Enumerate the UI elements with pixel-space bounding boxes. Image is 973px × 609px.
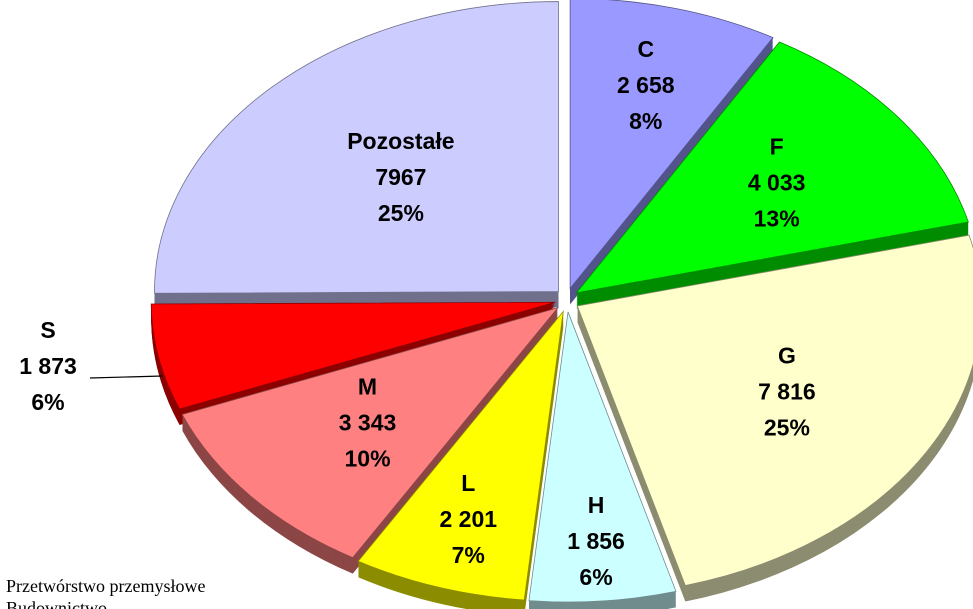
percent-label: 8% xyxy=(629,108,662,134)
slice-label: S 1 873 6% xyxy=(19,317,77,415)
value-label: 1 873 xyxy=(19,353,77,379)
slice-label: M 3 343 10% xyxy=(339,374,397,472)
category-label: S xyxy=(40,317,55,343)
category-label: M xyxy=(358,374,377,400)
slice xyxy=(569,0,774,290)
slice-label: C 2 658 8% xyxy=(617,36,675,134)
slice xyxy=(150,301,556,410)
percent-label: 7% xyxy=(452,542,485,568)
slice xyxy=(528,311,677,603)
slice-label: L 2 201 7% xyxy=(439,470,497,568)
slice-label: H 1 856 6% xyxy=(567,492,625,590)
slice xyxy=(154,1,559,294)
category-label: H xyxy=(588,492,605,518)
footnote: Budownictwo xyxy=(6,598,107,609)
slice-label: F 4 033 13% xyxy=(748,134,806,232)
slice xyxy=(181,307,559,559)
percent-label: 6% xyxy=(31,389,64,415)
slice xyxy=(357,310,564,601)
percent-label: 13% xyxy=(754,206,800,232)
footnote: Przetwórstwo przemysłowe xyxy=(6,576,205,596)
category-label: C xyxy=(637,36,654,62)
slice-label: G 7 816 25% xyxy=(758,343,816,441)
percent-label: 25% xyxy=(764,415,810,441)
category-label: L xyxy=(461,470,475,496)
percent-label: 25% xyxy=(378,200,424,226)
slice xyxy=(576,234,973,586)
category-label: Pozostałe xyxy=(347,128,454,154)
value-label: 3 343 xyxy=(339,410,397,436)
value-label: 2 201 xyxy=(439,506,497,532)
value-label: 4 033 xyxy=(748,170,806,196)
value-label: 7967 xyxy=(375,164,426,190)
category-label: G xyxy=(778,343,796,369)
value-label: 1 856 xyxy=(567,528,625,554)
category-label: F xyxy=(770,134,784,160)
leader-line xyxy=(89,375,163,379)
slice-label: Pozostałe 7967 25% xyxy=(347,128,454,226)
percent-label: 6% xyxy=(579,564,612,590)
percent-label: 10% xyxy=(344,446,390,472)
slice xyxy=(575,41,969,294)
value-label: 7 816 xyxy=(758,379,816,405)
value-label: 2 658 xyxy=(617,72,675,98)
